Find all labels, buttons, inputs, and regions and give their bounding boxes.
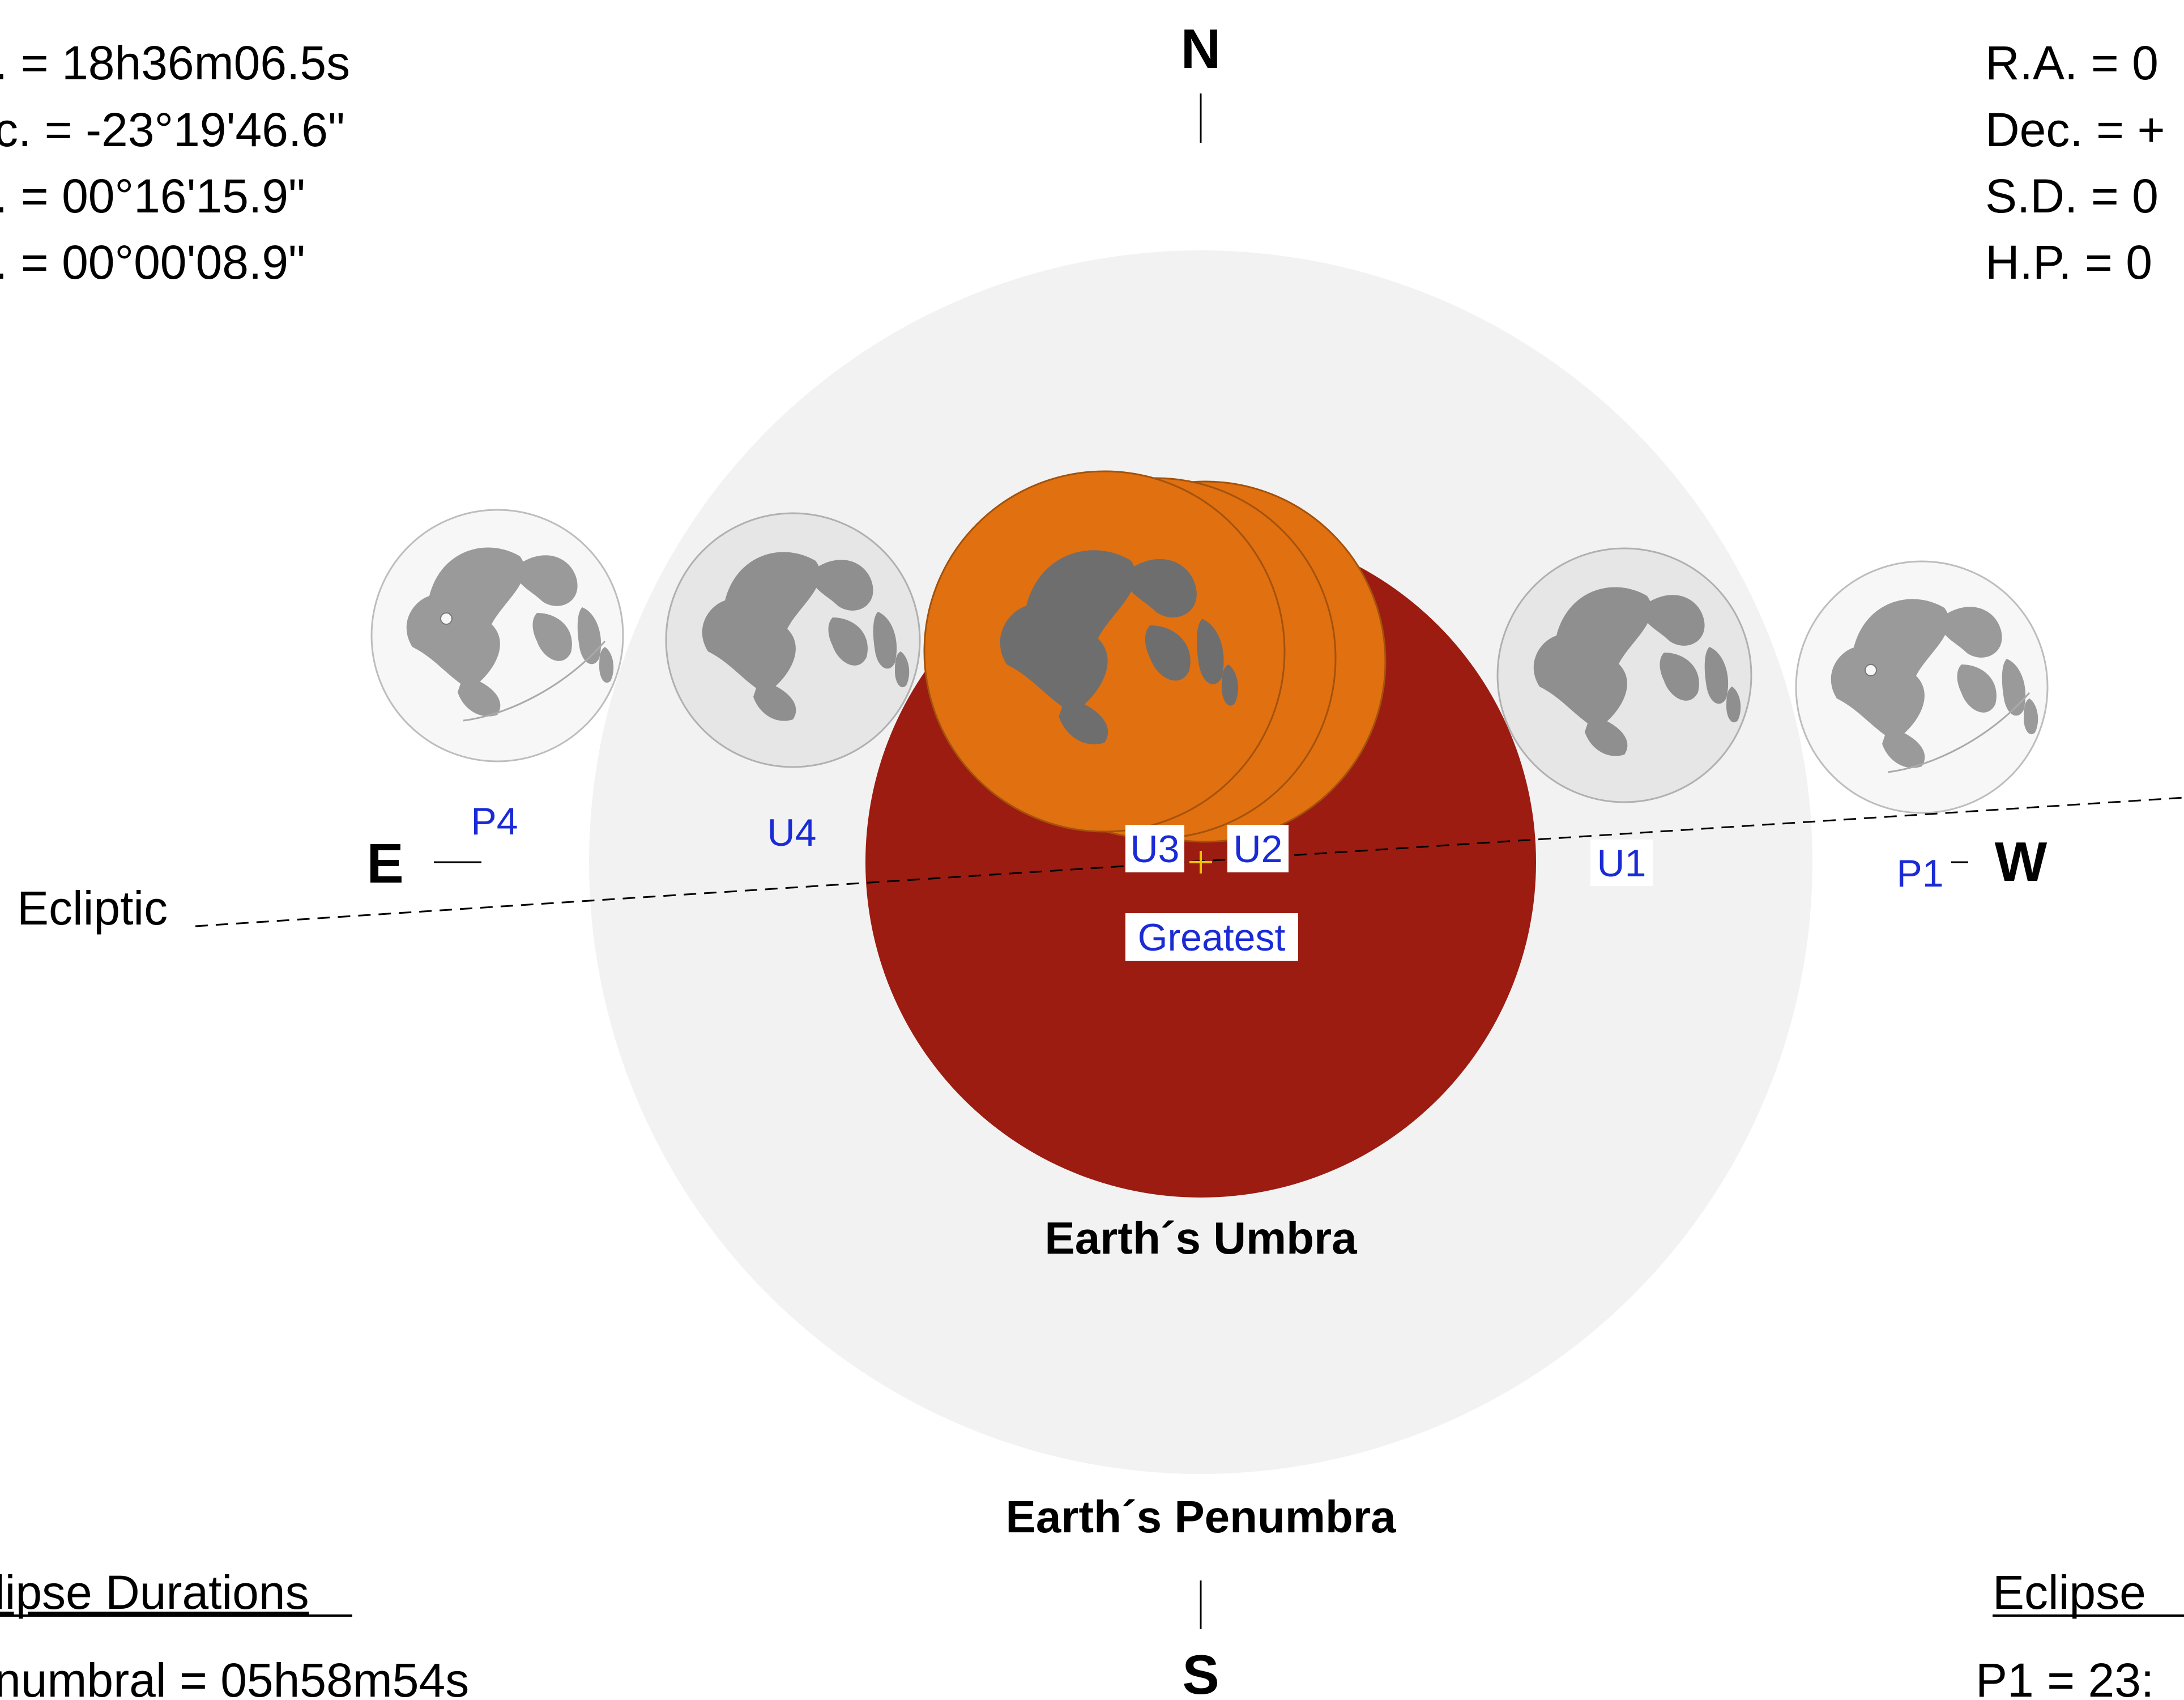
moon-u4-icon: [665, 512, 921, 768]
durations-heading: lipse Durations: [0, 1566, 309, 1619]
ecliptic-line: [195, 796, 2184, 927]
moon-p4-icon: [372, 510, 623, 761]
contact-times-heading: Eclipse: [1993, 1566, 2146, 1619]
north-label: N: [1181, 18, 1221, 80]
contact-label-u3: U3: [1131, 828, 1180, 871]
moon-dec-line: Dec. = +: [1985, 103, 2165, 156]
contact-label-u2: U2: [1234, 828, 1283, 871]
moon-sd-line: S.D. = 0: [1985, 169, 2159, 223]
contact-label-u4: U4: [767, 811, 817, 854]
contact-label-p1: P1: [1896, 852, 1943, 895]
umbra-label: Earth´s Umbra: [1044, 1213, 1357, 1263]
moon-p1-icon: [1796, 561, 2048, 813]
moon-ra-line: R.A. = 0: [1985, 36, 2159, 90]
contact-label-greatest: Greatest: [1138, 916, 1286, 959]
moon-hp-line: H.P. = 0: [1985, 236, 2152, 289]
moon-u3-icon: [923, 470, 1286, 833]
sun-coordinates-block: . = 18h36m06.5s c. = -23°19'46.6" . = 00…: [0, 36, 350, 289]
east-label: E: [366, 832, 403, 894]
west-label: W: [1995, 830, 2048, 893]
south-label: S: [1182, 1643, 1219, 1700]
moon-coordinates-block: R.A. = 0 Dec. = + S.D. = 0 H.P. = 0: [1985, 36, 2165, 289]
penumbra-label: Earth´s Penumbra: [1005, 1492, 1396, 1542]
ecliptic-label: Ecliptic: [17, 881, 168, 935]
contact-label-p4: P4: [471, 800, 518, 843]
moon-u1-icon: [1496, 547, 1752, 803]
contact-time-p1: P1 = 23:: [1976, 1654, 2154, 1700]
penumbral-duration: numbral = 05h58m54s: [0, 1654, 469, 1700]
sun-dec-line: c. = -23°19'46.6": [0, 103, 345, 156]
sun-sd-line: . = 00°16'15.9": [0, 169, 305, 223]
shadow-center-cross-icon: [1189, 851, 1212, 874]
sun-hp-line: . = 00°00'08.9": [0, 236, 305, 289]
sun-ra-line: . = 18h36m06.5s: [0, 36, 350, 90]
contact-label-u1: U1: [1597, 842, 1646, 885]
